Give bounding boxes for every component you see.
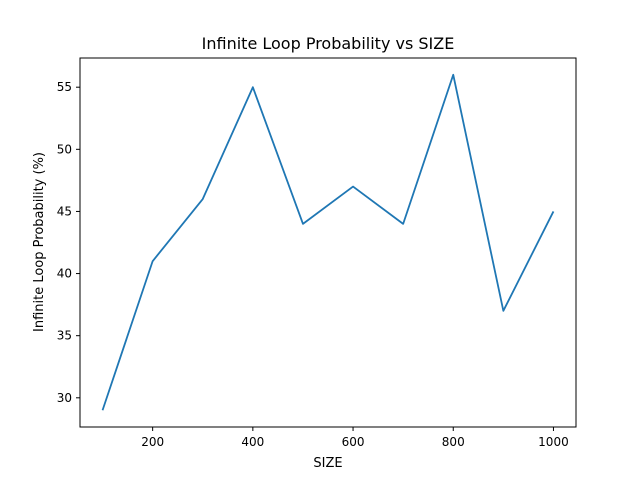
chart-title: Infinite Loop Probability vs SIZE [202, 34, 455, 53]
x-axis-ticks: 200 400 600 800 1000 [141, 427, 569, 449]
y-tick-label: 50 [57, 142, 72, 156]
y-tick-label: 40 [57, 267, 72, 281]
plot-background [80, 58, 576, 427]
series-line [101, 73, 555, 411]
y-tick-label: 30 [57, 391, 72, 405]
y-tick-label: 55 [57, 80, 72, 94]
y-axis-ticks: 30 35 40 45 50 55 [57, 80, 80, 405]
x-tick-label: 600 [342, 435, 365, 449]
x-tick-label: 800 [442, 435, 465, 449]
y-tick-label: 45 [57, 204, 72, 218]
x-tick-label: 200 [141, 435, 164, 449]
x-tick-label: 400 [241, 435, 264, 449]
x-axis-label: SIZE [313, 456, 342, 471]
plot-frame [79, 57, 577, 428]
plot-area: 200 400 600 800 1000 30 35 40 45 50 55 [57, 57, 577, 449]
y-tick-label: 35 [57, 329, 72, 343]
y-axis-label: Infinite Loop Probability (%) [32, 152, 47, 332]
x-tick-label: 1000 [538, 435, 569, 449]
series-layer [101, 73, 555, 411]
